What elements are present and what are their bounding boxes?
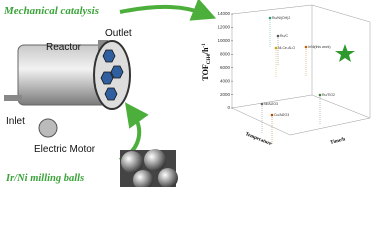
y-tick-label: 2000: [220, 92, 231, 97]
reactor-label: Reactor: [46, 42, 82, 53]
point-label: Ni/Al2O3: [264, 102, 278, 106]
data-point: [304, 45, 308, 49]
data-point: [270, 113, 274, 117]
y-tick-label: 4000: [220, 78, 231, 83]
reactor-cap: [93, 40, 131, 110]
y-label: TOF: [201, 64, 210, 80]
graphical-abstract: Mechanical catalysis Reactor Outlet Inle…: [3, 0, 371, 187]
inlet-pipe: [4, 95, 22, 101]
balls-photo: [120, 149, 178, 187]
inlet-label: Inlet: [6, 116, 25, 127]
y-unit: /h: [201, 47, 210, 55]
point-label: Ru/C: [280, 34, 288, 38]
y-sup: -1: [202, 43, 207, 48]
data-point: [268, 16, 272, 20]
chart-frame: [231, 4, 371, 136]
y-tick-label: 8000: [220, 51, 231, 56]
bolts: [100, 49, 124, 101]
point-label: Ru/Ni(OH)2: [272, 16, 290, 20]
x-axis-label: Temperature: [244, 132, 272, 147]
y-tick-label: 10000: [217, 38, 230, 43]
outlet-label: Outlet: [105, 28, 132, 39]
highlight-star: [335, 44, 355, 62]
point-label: Ni-Ce-Al-O: [278, 46, 295, 50]
title: Mechanical catalysis: [3, 5, 99, 17]
data-point: [318, 93, 322, 97]
y-axis-label: TOFCH4/h-1: [201, 43, 212, 81]
data-point: [260, 102, 264, 106]
y-tick-label: 12000: [217, 25, 230, 30]
point-label: Co/Al2O3: [274, 113, 289, 117]
motor-label: Electric Motor: [34, 144, 96, 155]
point-label: Ir/Ni(this work): [308, 45, 331, 49]
arrow: [119, 0, 217, 21]
data-point: [276, 34, 280, 38]
y-tick-label: 0: [227, 105, 230, 110]
y-tick-label: 6000: [220, 65, 231, 70]
y-tick-label: 14000: [217, 11, 230, 16]
balls-label: Ir/Ni milling balls: [5, 173, 84, 184]
z-axis-label: Time/h: [330, 137, 346, 146]
motor: [38, 118, 58, 138]
data-point: [274, 46, 278, 50]
y-sub: CH4: [207, 54, 212, 65]
point-label: Ru/TiO2: [322, 93, 335, 97]
